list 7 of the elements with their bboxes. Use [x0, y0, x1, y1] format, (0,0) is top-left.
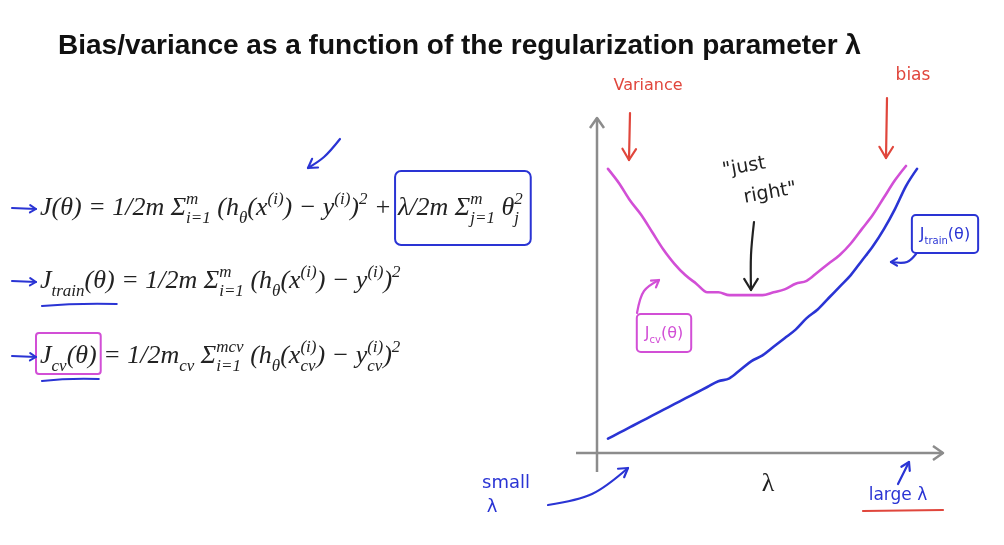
text: large λ	[868, 484, 928, 504]
x-axis-title: λ	[761, 468, 775, 497]
text: Variance	[613, 75, 683, 94]
annotation: "just right"	[720, 150, 798, 207]
text: bias	[895, 64, 931, 84]
text: small λ	[482, 471, 530, 516]
chart-title: Bias/variance as a function of the regularization parameter λ	[58, 29, 862, 60]
